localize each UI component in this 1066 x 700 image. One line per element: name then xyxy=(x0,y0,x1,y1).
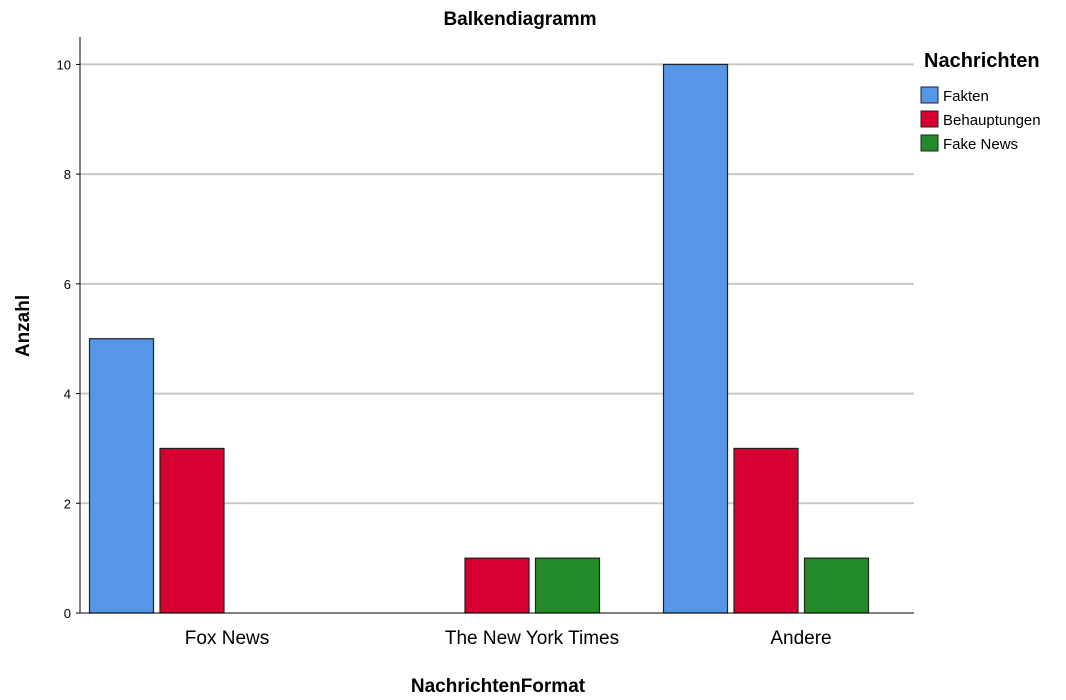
legend-label: Fake News xyxy=(943,136,1018,153)
bar-fake-news xyxy=(803,557,870,614)
y-axis-title: Anzahl xyxy=(13,295,34,357)
bar-behauptungen xyxy=(733,447,799,614)
legend: Nachrichten Fakten Behauptungen Fake News xyxy=(920,50,1041,153)
bar-fake-news xyxy=(534,557,601,614)
legend-swatch xyxy=(920,110,939,128)
y-axis-ticks: 0 2 4 6 8 10 xyxy=(57,57,80,621)
gridlines xyxy=(80,63,914,505)
chart-title: Balkendiagramm xyxy=(443,9,596,30)
x-tick-label: Fox News xyxy=(185,628,269,649)
y-tick-label: 0 xyxy=(64,606,71,621)
legend-title: Nachrichten xyxy=(924,50,1040,72)
bar-fakten xyxy=(662,63,729,614)
y-tick-label: 8 xyxy=(64,167,71,182)
y-tick-label: 10 xyxy=(57,57,71,72)
bars xyxy=(88,63,870,614)
x-tick-label: Andere xyxy=(770,628,831,649)
x-axis-title: NachrichtenFormat xyxy=(411,676,586,695)
legend-label: Behauptungen xyxy=(943,112,1041,129)
legend-label: Fakten xyxy=(943,88,989,105)
x-tick-label: The New York Times xyxy=(445,628,619,649)
legend-swatch xyxy=(920,134,939,152)
y-tick-label: 6 xyxy=(64,277,71,292)
bar-behauptungen xyxy=(464,557,530,614)
legend-items: Fakten Behauptungen Fake News xyxy=(920,86,1041,153)
y-tick-label: 4 xyxy=(64,387,71,402)
x-axis-ticks: Fox News The New York Times Andere xyxy=(185,628,832,649)
y-tick-label: 2 xyxy=(64,496,71,511)
bar-fakten xyxy=(88,338,155,614)
bar-behauptungen xyxy=(159,447,225,614)
legend-swatch xyxy=(920,86,939,104)
